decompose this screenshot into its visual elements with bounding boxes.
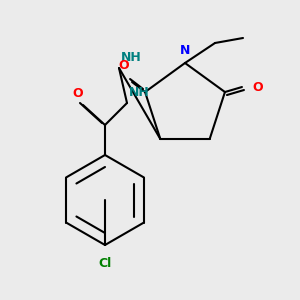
Text: N: N	[180, 44, 190, 57]
Text: NH: NH	[129, 86, 150, 99]
Text: Cl: Cl	[98, 257, 112, 270]
Text: O: O	[73, 87, 83, 100]
Text: O: O	[119, 59, 129, 72]
Text: O: O	[252, 80, 262, 94]
Text: NH: NH	[121, 51, 142, 64]
